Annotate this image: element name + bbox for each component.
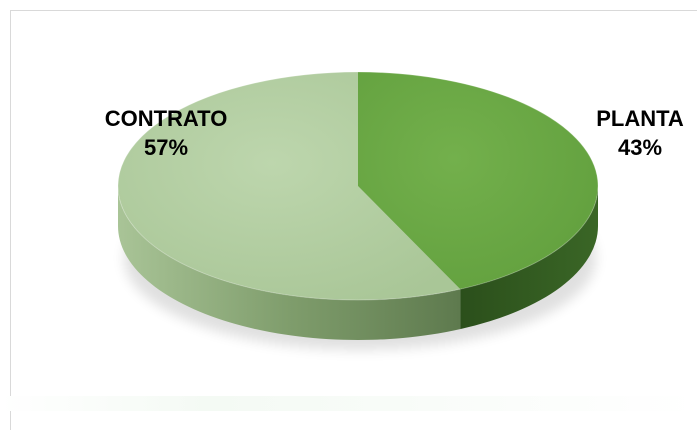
pie-sides — [118, 186, 598, 340]
pie-chart: CONTRATO 57% PLANTA 43% — [105, 71, 684, 350]
pie-labels: CONTRATO 57% PLANTA 43% — [105, 106, 684, 160]
slice-label-percent-contrato: 57% — [144, 135, 188, 160]
pie-slice-contrato — [118, 72, 461, 300]
pie-tops — [117, 71, 599, 301]
slice-label-percent-planta: 43% — [618, 135, 662, 160]
pie-side-planta — [460, 186, 598, 330]
slice-label-name-planta: PLANTA — [596, 106, 684, 131]
slice-label-name-contrato: CONTRATO — [105, 106, 228, 131]
pie-slice-planta — [358, 72, 599, 290]
pie-rim — [117, 71, 599, 301]
watermark-strip — [0, 396, 697, 411]
pie-side-contrato — [118, 186, 461, 340]
